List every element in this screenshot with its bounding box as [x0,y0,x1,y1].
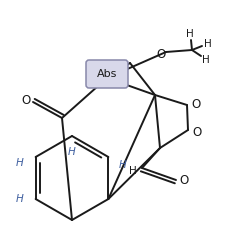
Text: O: O [191,97,201,110]
Text: H: H [204,39,212,49]
Text: H: H [68,147,76,157]
Text: O: O [179,174,189,187]
Text: H: H [16,194,24,204]
Text: H: H [186,29,194,39]
Text: H: H [119,160,126,170]
Text: Abs: Abs [97,69,117,79]
Text: H: H [16,158,24,168]
Text: H: H [202,55,210,65]
Text: O: O [21,94,31,108]
FancyBboxPatch shape [86,60,128,88]
Text: O: O [156,47,166,61]
Text: H: H [129,166,137,176]
Text: O: O [192,125,202,138]
